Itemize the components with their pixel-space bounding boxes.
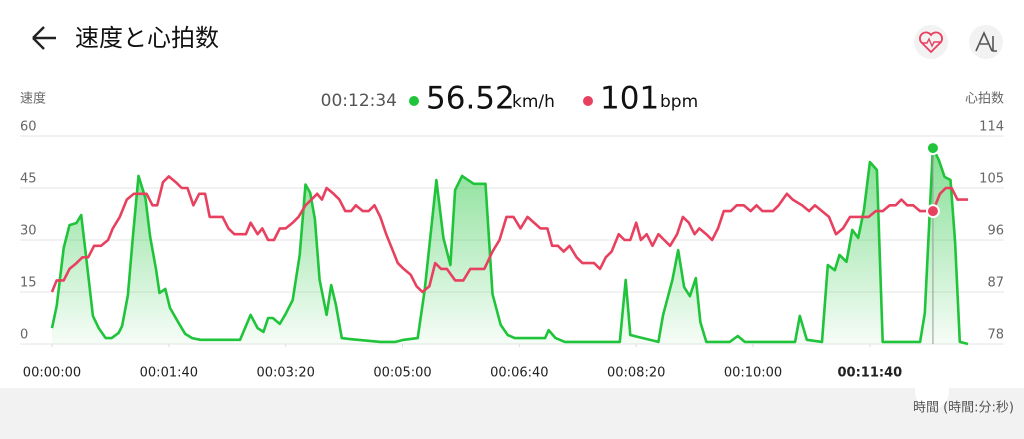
slider-handle[interactable] [915, 375, 949, 409]
y-tick-label: 0 [20, 328, 28, 343]
heart-rate-line [50, 175, 968, 294]
chart-type-icon[interactable] [969, 25, 1003, 59]
y2-tick-label: 87 [987, 276, 1004, 291]
y-tick-label: 60 [20, 120, 37, 135]
x-tick-label: 00:08:20 [607, 366, 665, 381]
page-title: 速度と心拍数 [75, 24, 219, 52]
x-tick-label: 00:00:00 [23, 366, 81, 381]
y2-tick-label: 114 [979, 120, 1004, 135]
readout-heart-rate: 101 [600, 81, 659, 117]
back-arrow[interactable] [32, 26, 56, 50]
x-tick-label: 00:03:20 [256, 366, 314, 381]
y2-tick-label: 105 [979, 172, 1004, 187]
x-tick-label: 00:06:40 [490, 366, 548, 381]
x-tick-label: 00:10:00 [724, 366, 782, 381]
bottom-bar [0, 388, 1024, 439]
readout-heart-rate-unit: bpm [660, 92, 698, 112]
speed-area [52, 148, 968, 344]
readout-time: 00:12:34 [321, 91, 397, 111]
speed-dot [409, 96, 419, 106]
y2-axis-label: 心拍数 [965, 92, 1004, 107]
readout-speed: 56.52 [426, 81, 515, 117]
x-tick-label: 00:01:40 [140, 366, 198, 381]
speed-line [50, 146, 969, 346]
y-tick-label: 30 [20, 224, 37, 239]
readout-speed-unit: km/h [512, 92, 555, 112]
y-axis-label: 速度 [20, 91, 46, 107]
heart-icon[interactable] [914, 25, 948, 59]
y-tick-label: 15 [20, 276, 37, 291]
heart-dot [583, 96, 593, 106]
x-tick-label: 00:05:00 [373, 366, 431, 381]
x-axis-label: 時間 (時間:分:秒) [913, 401, 1014, 416]
y2-tick-label: 96 [987, 224, 1004, 239]
y-tick-label: 45 [20, 172, 37, 187]
y2-tick-label: 78 [987, 328, 1004, 343]
x-tick-label: 00:11:40 [838, 366, 903, 381]
cursor-dot [925, 141, 940, 156]
cursor-dot [925, 204, 940, 219]
